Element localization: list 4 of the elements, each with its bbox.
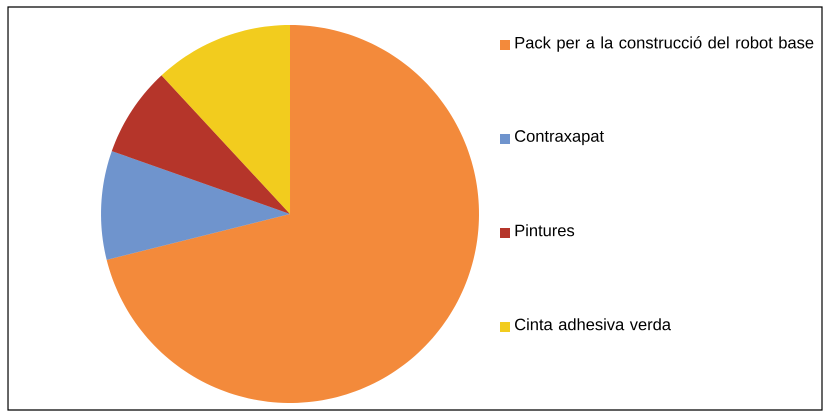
legend-label: Pack per a la construcció del robot base [516,36,814,52]
legend-label: Contraxapat [515,130,604,146]
legend-label: Cinta adhesiva verda [515,318,671,330]
legend-label: Pintures [516,224,574,236]
